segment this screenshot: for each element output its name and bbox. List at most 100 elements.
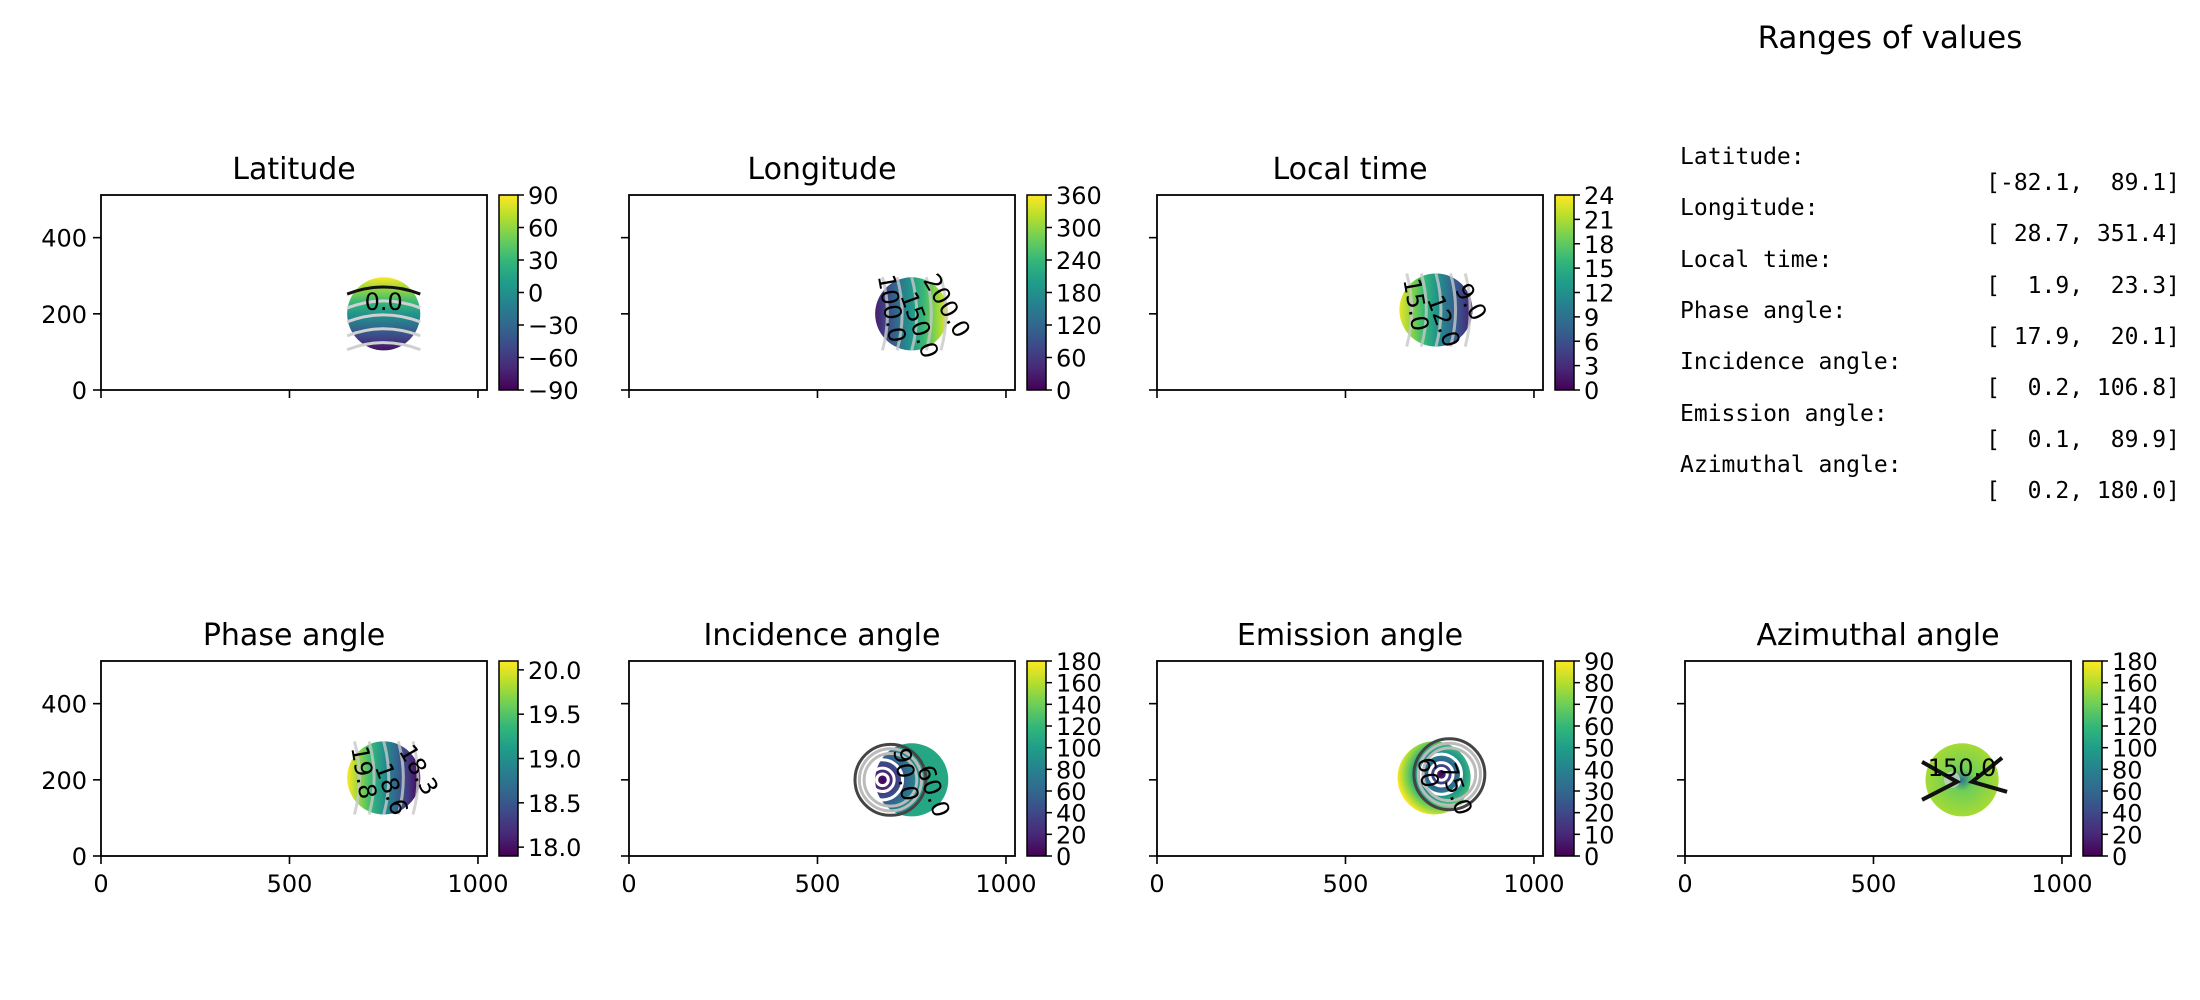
range-value: [ 0.1, 89.9] [1986, 427, 2180, 453]
y-tick-label: 200 [41, 767, 87, 795]
contour-line [1416, 741, 1482, 807]
colorbar-tick-label: 180 [1056, 648, 1102, 676]
colorbar-tick-label: 18.5 [528, 790, 581, 818]
x-tick-label: 500 [267, 870, 313, 898]
colorbar-tick-label: 120 [1056, 312, 1102, 340]
contour-line [895, 276, 904, 351]
range-name: Latitude: [1680, 144, 1805, 170]
colorbar-tick-label: 19.0 [528, 746, 581, 774]
colorbar-tick-label: 0 [1584, 843, 1599, 871]
colorbar-tick-label: 90 [1584, 648, 1615, 676]
colorbar-tick-label: 30 [1584, 778, 1615, 806]
axes-frame [1156, 660, 1544, 857]
range-row-longitude: Longitude: [ 28.7, 351.4] [1680, 169, 2180, 247]
contour-line [1434, 273, 1443, 347]
colorbar-tick-label: 10 [1584, 821, 1615, 849]
panel-title: Emission angle [1237, 618, 1463, 653]
x-tick-label: 1000 [1503, 870, 1564, 898]
colorbar-tick-label: 40 [1584, 756, 1615, 784]
colorbar-tick-label: 50 [1584, 735, 1615, 763]
panel-title: Incidence angle [704, 618, 941, 653]
contour-label: 150.0 [1928, 754, 1997, 782]
colorbar-tick-label: 9 [1584, 304, 1599, 332]
contour-line [1428, 761, 1455, 788]
contour-line [862, 752, 919, 808]
colorbar [1026, 194, 1047, 391]
colorbar [498, 194, 519, 391]
ranges-title: Ranges of values [1757, 20, 2023, 56]
colorbar [1026, 660, 1047, 857]
colorbar-tick-label: 120 [2112, 713, 2158, 741]
colorbar-tick-label: −30 [528, 312, 579, 340]
y-tick-label: 400 [41, 225, 87, 253]
contour-line [939, 276, 948, 351]
axes-frame [100, 194, 488, 391]
contour-line [346, 313, 421, 324]
contour-line [346, 341, 421, 352]
colorbar-tick-label: 80 [1584, 670, 1615, 698]
range-row-azimuthal-angle: Azimuthal angle: [ 0.2, 180.0] [1680, 426, 2180, 504]
axes-frame [1156, 194, 1544, 391]
colorbar-tick-label: 40 [1056, 800, 1087, 828]
colorbar-tick-label: 30 [528, 247, 559, 275]
range-value: [-82.1, 89.1] [1986, 170, 2180, 196]
contour-line [1449, 273, 1458, 347]
panel-longitude: Longitude100.0150.0200.03603002401801206… [621, 152, 1102, 405]
contour-line [367, 740, 376, 815]
contour-line [1419, 273, 1428, 347]
x-tick-label: 500 [795, 870, 841, 898]
axes-frame [628, 660, 1016, 857]
colorbar-tick-label: 140 [2112, 691, 2158, 719]
panel-title: Longitude [747, 152, 896, 187]
contour-line [853, 742, 928, 817]
contour-line [346, 299, 421, 310]
panel-title: Local time [1272, 152, 1427, 187]
colorbar-tick-label: 21 [1584, 206, 1615, 234]
colorbar-tick-label: 20 [2112, 821, 2143, 849]
colorbar-tick-label: 180 [2112, 648, 2158, 676]
colorbar [498, 660, 519, 857]
panel-title: Azimuthal angle [1756, 618, 1999, 653]
contour-line [1921, 756, 2008, 802]
axes-frame [1684, 660, 2072, 857]
colorbar-tick-label: 60 [1056, 345, 1087, 373]
colorbar-tick-label: 0 [528, 280, 543, 308]
disk-group [1397, 737, 1487, 815]
contour-line [1405, 273, 1414, 347]
colorbar-tick-label: 18 [1584, 231, 1615, 259]
colorbar-tick-label: 160 [2112, 670, 2158, 698]
contour-line [857, 747, 924, 813]
range-value: [ 1.9, 23.3] [1986, 273, 2180, 299]
contour-line [1412, 737, 1487, 812]
range-row-emission-angle: Emission angle: [ 0.1, 89.9] [1680, 375, 2180, 453]
x-tick-label: 1000 [975, 870, 1036, 898]
disk-group [346, 277, 421, 352]
colorbar-tick-label: 80 [1056, 756, 1087, 784]
x-tick-label: 0 [93, 870, 108, 898]
range-row-incidence-angle: Incidence angle: [ 0.2, 106.8] [1680, 323, 2180, 401]
range-row-latitude: Latitude: [-82.1, 89.1] [1680, 118, 2180, 196]
range-value: [ 17.9, 20.1] [1986, 324, 2180, 350]
contour-line [411, 740, 420, 815]
contour-line [396, 740, 405, 815]
colorbar-tick-label: 60 [2112, 778, 2143, 806]
range-name: Incidence angle: [1680, 349, 1902, 375]
colorbar-tick-label: 3 [1584, 353, 1599, 381]
x-tick-label: 500 [1851, 870, 1897, 898]
panel-title: Latitude [232, 152, 355, 187]
contour-line [346, 285, 421, 296]
colorbar [1554, 194, 1575, 391]
x-tick-label: 0 [1677, 870, 1692, 898]
colorbar-tick-label: 60 [1584, 713, 1615, 741]
colorbar-tick-label: 40 [2112, 800, 2143, 828]
contour-line [881, 276, 889, 351]
x-tick-label: 1000 [447, 870, 508, 898]
colorbar-tick-label: 100 [2112, 735, 2158, 763]
colorbar-tick-label: −90 [528, 377, 579, 405]
colorbar-tick-label: 70 [1584, 691, 1615, 719]
range-name: Local time: [1680, 247, 1833, 273]
